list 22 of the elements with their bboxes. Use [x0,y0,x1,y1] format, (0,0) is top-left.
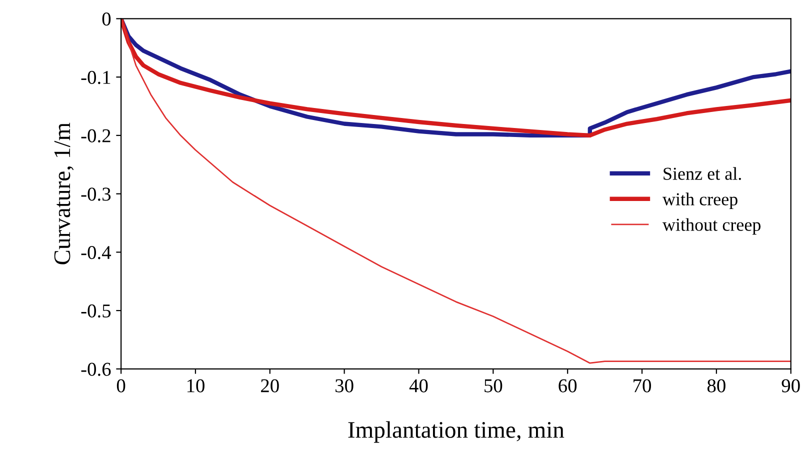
x-tick-label: 20 [261,379,279,392]
y-axis-title: Curvature, 1/m [54,122,74,264]
x-axis-title: Implantation time, min [348,421,564,443]
legend-label: with creep [662,192,738,210]
x-tick-label: 90 [782,379,800,392]
x-tick-label: 40 [409,379,428,392]
y-tick-label: -0.3 [81,188,111,201]
legend-label: Sienz et al. [664,167,741,180]
y-tick-label: -0.6 [81,362,111,376]
x-tick-label: 0 [116,379,126,392]
x-tick-label: 70 [634,379,651,392]
x-tick-label: 50 [484,379,502,392]
x-tick-label: 10 [187,379,204,392]
y-tick-label: -0.1 [81,70,110,84]
legend-label: without creep [662,218,761,235]
x-tick-label: 30 [336,379,354,392]
y-tick-label: -0.5 [81,304,111,318]
x-tick-label: 60 [558,379,577,392]
y-tick-label: -0.2 [81,129,110,142]
y-tick-label: 0 [102,12,111,26]
x-tick-label: 80 [707,379,726,392]
y-tick-label: -0.4 [81,246,112,260]
